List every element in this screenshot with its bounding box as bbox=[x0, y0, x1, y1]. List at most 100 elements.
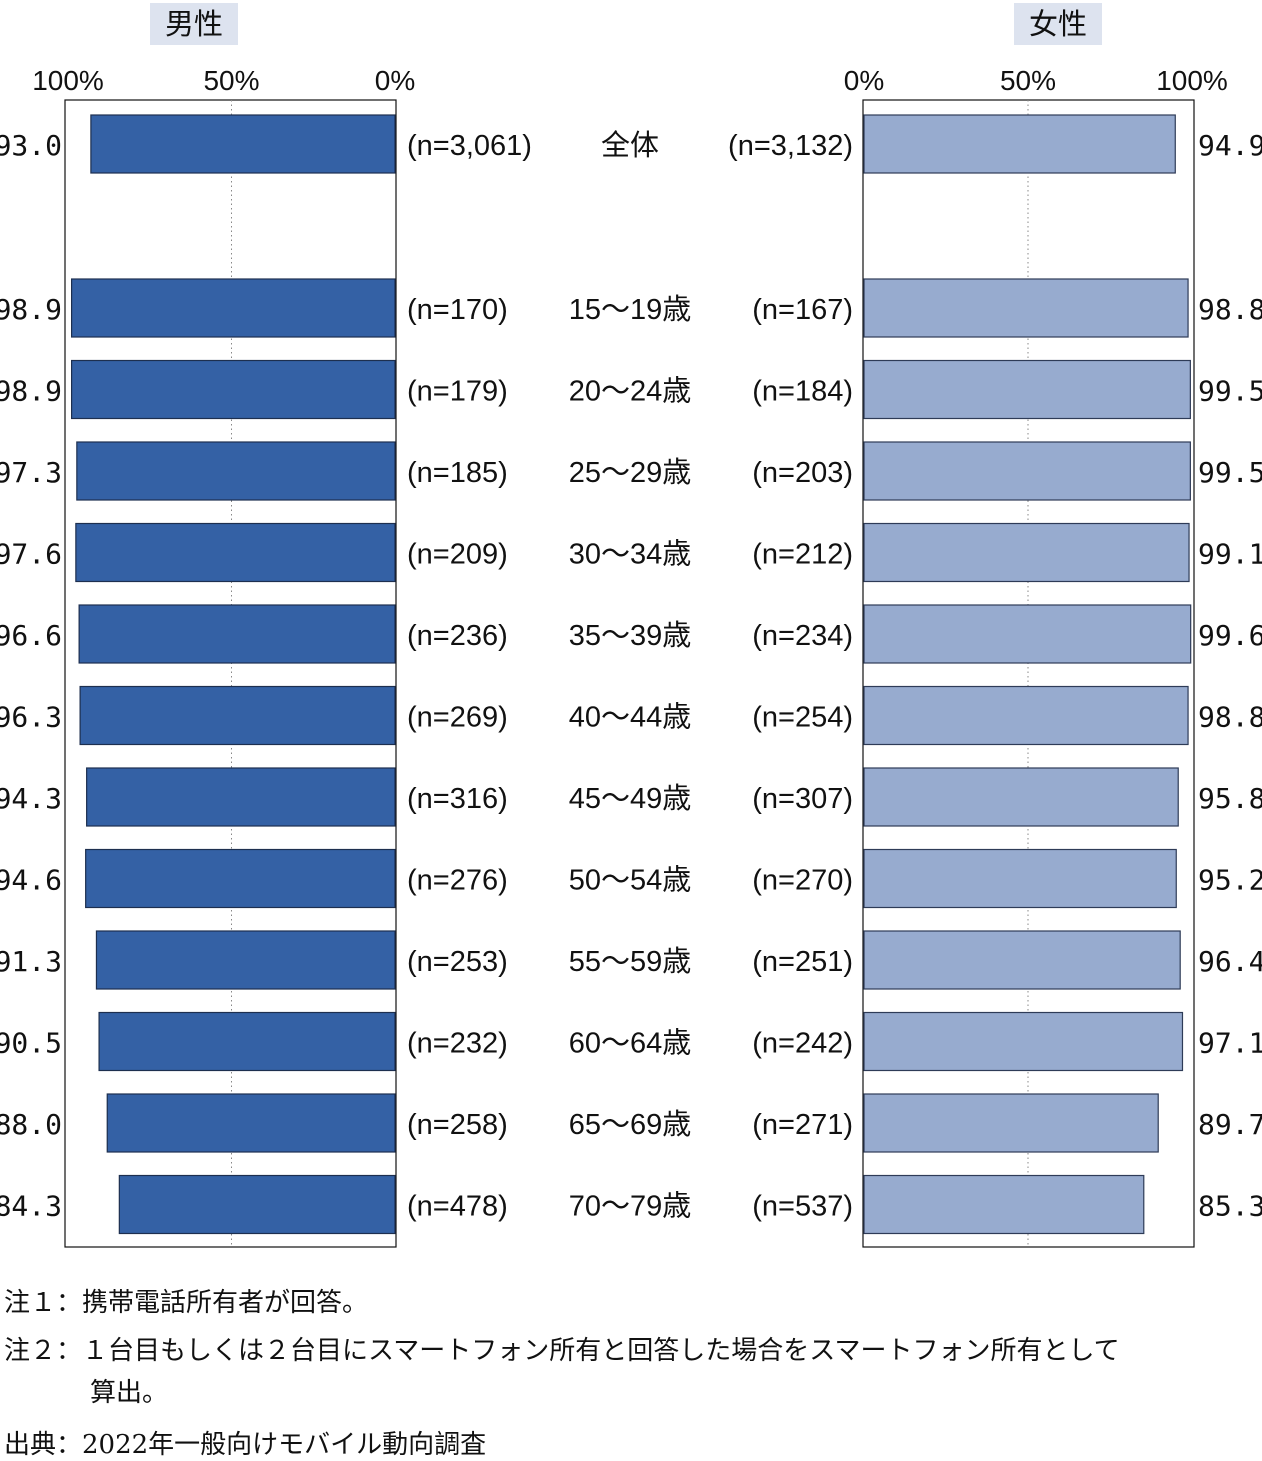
women-bar bbox=[863, 930, 1181, 990]
series-title-women: 女性 bbox=[1029, 8, 1087, 41]
men-bar bbox=[95, 930, 396, 990]
men-value-label: 84.3 bbox=[0, 1190, 62, 1223]
category-label: 65〜69歳 bbox=[569, 1108, 692, 1141]
category-label: 25〜29歳 bbox=[569, 456, 692, 489]
men-value-label: 97.3 bbox=[0, 456, 62, 489]
women-bar bbox=[863, 1093, 1159, 1153]
women-value-label: 95.8 bbox=[1198, 782, 1262, 815]
women-sample-size: (n=254) bbox=[752, 702, 853, 734]
women-bar bbox=[863, 848, 1177, 909]
men-bar bbox=[78, 604, 396, 664]
category-label: 60〜64歳 bbox=[569, 1027, 692, 1060]
men-value-label: 96.3 bbox=[0, 701, 62, 734]
men-sample-size: (n=236) bbox=[407, 620, 508, 652]
men-sample-size: (n=185) bbox=[407, 457, 508, 489]
category-label: 35〜39歳 bbox=[569, 619, 692, 652]
butterfly-bar-chart: 男性 女性 100% 50% 0% 0% 50% 100% 93.0 94.9 (n=3,061) 全… bbox=[0, 3, 1262, 1248]
women-sample-size: (n=242) bbox=[752, 1028, 853, 1060]
men-sample-size: (n=258) bbox=[407, 1109, 508, 1141]
women-axis-tick: 100% bbox=[1156, 65, 1228, 96]
category-label: 45〜49歳 bbox=[569, 782, 692, 815]
men-sample-size: (n=478) bbox=[407, 1191, 508, 1223]
series-title-bg-women bbox=[1014, 3, 1102, 45]
women-sample-size: (n=270) bbox=[752, 865, 853, 897]
men-plot-frame bbox=[64, 99, 397, 1248]
men-axis-tick: 100% bbox=[32, 65, 104, 96]
men-sample-size: (n=253) bbox=[407, 946, 508, 978]
men-value-label: 91.3 bbox=[0, 945, 62, 978]
women-value-label: 98.8 bbox=[1198, 701, 1262, 734]
category-label: 30〜34歳 bbox=[569, 538, 692, 571]
men-sample-size: (n=276) bbox=[407, 865, 508, 897]
men-bar bbox=[79, 685, 396, 746]
men-bar bbox=[70, 359, 396, 420]
women-bar bbox=[863, 604, 1192, 664]
men-sample-size: (n=209) bbox=[407, 539, 508, 571]
category-label: 全体 bbox=[601, 129, 659, 162]
women-value-label: 89.7 bbox=[1198, 1108, 1262, 1141]
category-label: 15〜19歳 bbox=[569, 293, 692, 326]
men-bar bbox=[118, 1174, 396, 1235]
category-label: 70〜79歳 bbox=[569, 1190, 692, 1223]
men-sample-size: (n=179) bbox=[407, 376, 508, 408]
men-value-label: 94.3 bbox=[0, 782, 62, 815]
women-bar bbox=[863, 685, 1189, 746]
women-sample-size: (n=184) bbox=[752, 376, 853, 408]
women-sample-size: (n=212) bbox=[752, 539, 853, 571]
women-value-label: 85.3 bbox=[1198, 1190, 1262, 1223]
women-bar bbox=[863, 114, 1176, 174]
men-value-label: 96.6 bbox=[0, 619, 62, 652]
women-sample-size: (n=271) bbox=[752, 1109, 853, 1141]
women-value-label: 95.2 bbox=[1198, 864, 1262, 897]
women-value-label: 97.1 bbox=[1198, 1027, 1262, 1060]
men-sample-size: (n=170) bbox=[407, 294, 508, 326]
men-axis-tick: 0% bbox=[375, 65, 415, 96]
women-sample-size: (n=537) bbox=[752, 1191, 853, 1223]
women-sample-size: (n=251) bbox=[752, 946, 853, 978]
women-sample-size: (n=307) bbox=[752, 783, 853, 815]
women-bar bbox=[863, 441, 1191, 501]
women-bar bbox=[863, 359, 1191, 420]
men-value-label: 98.9 bbox=[0, 375, 62, 408]
women-bar bbox=[863, 1174, 1145, 1235]
men-bar bbox=[98, 1011, 396, 1072]
men-axis-tick: 50% bbox=[203, 65, 259, 96]
category-label: 40〜44歳 bbox=[569, 701, 692, 734]
men-bar bbox=[70, 278, 396, 338]
men-bar bbox=[106, 1093, 396, 1153]
women-bar bbox=[863, 1011, 1184, 1072]
source-note: 出典：2022年一般向けモバイル動向調査 bbox=[4, 1430, 487, 1460]
women-value-label: 94.9 bbox=[1198, 129, 1262, 162]
women-sample-size: (n=167) bbox=[752, 294, 853, 326]
women-axis-tick: 50% bbox=[1000, 65, 1056, 96]
men-value-label: 97.6 bbox=[0, 538, 62, 571]
men-bar bbox=[75, 522, 396, 583]
women-bar bbox=[863, 767, 1179, 827]
women-bar bbox=[863, 522, 1190, 583]
women-value-label: 99.6 bbox=[1198, 619, 1262, 652]
men-value-label: 98.9 bbox=[0, 293, 62, 326]
category-label: 50〜54歳 bbox=[569, 864, 692, 897]
women-value-label: 99.5 bbox=[1198, 375, 1262, 408]
note-2-line-2: 算出。 bbox=[90, 1378, 169, 1408]
note-2-line-1: 注２：１台目もしくは２台目にスマートフォン所有と回答した場合をスマートフォン所有… bbox=[4, 1336, 1120, 1366]
men-value-label: 88.0 bbox=[0, 1108, 62, 1141]
women-bar bbox=[863, 278, 1189, 338]
women-value-label: 99.1 bbox=[1198, 538, 1262, 571]
women-value-label: 98.8 bbox=[1198, 293, 1262, 326]
category-label: 20〜24歳 bbox=[569, 375, 692, 408]
men-sample-size: (n=269) bbox=[407, 702, 508, 734]
series-title-men: 男性 bbox=[165, 8, 223, 41]
women-value-label: 96.4 bbox=[1198, 945, 1262, 978]
men-bar bbox=[90, 114, 396, 174]
men-bar bbox=[85, 848, 396, 909]
men-bar bbox=[86, 767, 396, 827]
women-sample-size: (n=234) bbox=[752, 620, 853, 652]
category-label: 55〜59歳 bbox=[569, 945, 692, 978]
men-bar bbox=[76, 441, 396, 501]
note-1: 注１：携帯電話所有者が回答。 bbox=[4, 1288, 369, 1318]
series-title-bg-men bbox=[150, 3, 238, 45]
women-sample-size: (n=3,132) bbox=[728, 130, 853, 162]
women-sample-size: (n=203) bbox=[752, 457, 853, 489]
men-value-label: 93.0 bbox=[0, 129, 62, 162]
